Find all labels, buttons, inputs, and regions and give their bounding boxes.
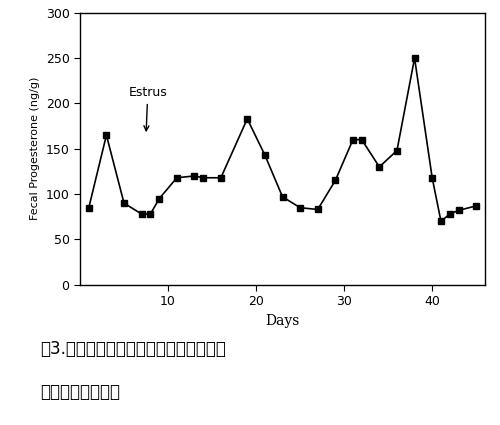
Y-axis label: Fecal Progesterone (ng/g): Fecal Progesterone (ng/g) (30, 77, 40, 221)
X-axis label: Days: Days (266, 314, 300, 328)
Text: 図3.　繁殖季節の糞中プロジェステロン: 図3. 繁殖季節の糞中プロジェステロン (40, 340, 226, 358)
Text: の濃度推移: の濃度推移 (40, 382, 120, 400)
Text: Estrus: Estrus (128, 86, 167, 131)
